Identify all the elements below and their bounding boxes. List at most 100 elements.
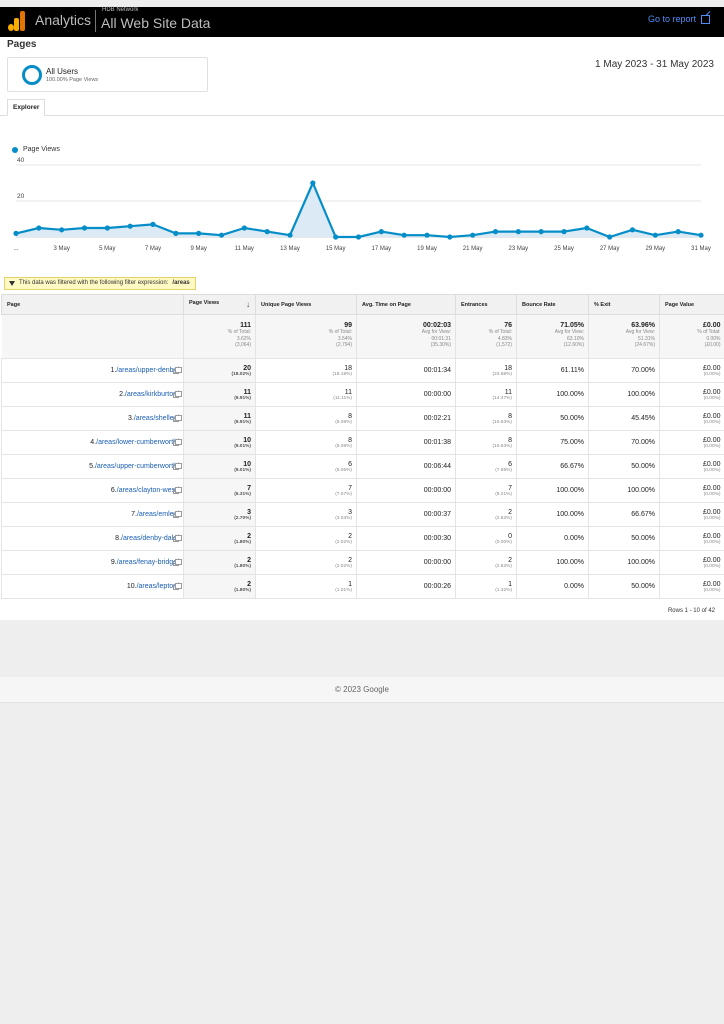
data-point — [287, 232, 293, 238]
data-point — [470, 232, 476, 238]
x-tick-label: 9 May — [190, 246, 206, 252]
data-table: Page Page Views ↓ Unique Page Views Avg. … — [1, 294, 724, 599]
row-index: 10. — [126, 583, 137, 590]
filter-icon — [9, 281, 15, 286]
legend-label: Page Views — [23, 146, 60, 153]
header-unique-page-views[interactable]: Unique Page Views — [255, 294, 357, 315]
x-tick-label: 23 May — [508, 246, 528, 252]
table-row: 4./areas/lower-cumberworth/10 (9.01%) 8 (8.… — [1, 430, 724, 455]
chart-legend: Page Views — [12, 146, 60, 153]
entrances-cell: 1 (1.32%) — [455, 574, 517, 599]
x-tick-label: 31 May — [691, 246, 711, 252]
data-point — [447, 234, 453, 240]
open-page-icon[interactable] — [173, 559, 182, 566]
entrances-cell: 2 (2.63%) — [455, 550, 517, 575]
header-exit[interactable]: % Exit — [588, 294, 660, 315]
go-to-report-link[interactable]: Go to report — [648, 14, 710, 24]
x-tick-label: 29 May — [645, 246, 665, 252]
page-link[interactable]: /areas/kirkburton/ — [124, 391, 179, 398]
series-area — [16, 183, 701, 237]
page-link[interactable]: /areas/upper-denby/ — [116, 367, 179, 374]
open-page-icon[interactable] — [173, 487, 182, 494]
total-page-value: £0.00% of Total: 0.00% (£0.00) — [659, 314, 724, 359]
page-link[interactable]: /areas/upper-cumberworth/ — [94, 463, 179, 470]
data-point — [561, 229, 567, 235]
data-point — [584, 225, 590, 231]
page-views-cell: 10 (9.01%) — [183, 454, 256, 479]
page-link[interactable]: /areas/fenay-bridge/ — [116, 559, 179, 566]
page-views-cell: 2 (1.80%) — [183, 550, 256, 575]
page-cell: 6./areas/clayton-west/ — [1, 478, 184, 503]
page-link[interactable]: /areas/emley/ — [136, 511, 179, 518]
unique-page-views-cell: 7 (7.07%) — [255, 478, 357, 503]
table-row: 2./areas/kirkburton/11 (9.91%) 11 (11.11%) 0… — [1, 382, 724, 407]
page-link[interactable]: /areas/lepton/ — [136, 583, 179, 590]
header-avg-time[interactable]: Avg. Time on Page — [356, 294, 456, 315]
divider — [95, 10, 96, 32]
table-row: 9./areas/fenay-bridge/2 (1.80%) 2 (2.02%) 00… — [1, 550, 724, 575]
header-bounce-rate[interactable]: Bounce Rate — [516, 294, 589, 315]
unique-page-views-cell: 2 (2.02%) — [255, 550, 357, 575]
x-tick-label: 11 May — [235, 246, 254, 252]
footer: © 2023 Google — [0, 677, 724, 703]
totals-row: 111% of Total: 3.62% (3,064) 99% of Total:… — [1, 314, 724, 359]
page-views-cell: 11 (9.91%) — [183, 406, 256, 431]
table-row: 6./areas/clayton-west/7 (6.31%) 7 (7.07%) 00… — [1, 478, 724, 503]
page-views-chart[interactable]: 40 20... 3 May 5 May 7 May 9 May 11 May 13 May 1… — [0, 157, 724, 257]
avg-time-cell: 00:00:37 — [356, 502, 456, 527]
open-page-icon[interactable] — [173, 583, 182, 590]
segment-card[interactable]: All Users 100.00% Page Views — [7, 57, 208, 92]
page-value-cell: £0.00 (0.00%) — [659, 526, 724, 551]
entrances-cell: 6 (7.89%) — [455, 454, 517, 479]
x-tick-label: 5 May — [99, 246, 115, 252]
x-tick-label: 25 May — [554, 246, 574, 252]
header-page-views[interactable]: Page Views ↓ — [183, 294, 256, 315]
bounce-rate-cell: 66.67% — [516, 454, 589, 479]
page-value-cell: £0.00 (0.00%) — [659, 502, 724, 527]
page-link[interactable]: /areas/clayton-west/ — [116, 487, 179, 494]
data-point — [59, 227, 65, 233]
bounce-rate-cell: 0.00% — [516, 526, 589, 551]
segment-ring-icon — [22, 65, 42, 85]
open-page-icon[interactable] — [173, 511, 182, 518]
page-link[interactable]: /areas/denby-dale/ — [121, 535, 179, 542]
open-page-icon[interactable] — [173, 391, 182, 398]
avg-time-cell: 00:02:21 — [356, 406, 456, 431]
open-page-icon[interactable] — [173, 415, 182, 422]
total-unique-page-views: 99% of Total: 3.54% (2,794) — [255, 314, 357, 359]
page-views-cell: 2 (1.80%) — [183, 574, 256, 599]
unique-page-views-cell: 6 (6.06%) — [255, 454, 357, 479]
page-cell: 5./areas/upper-cumberworth/ — [1, 454, 184, 479]
page-link[interactable]: /areas/lower-cumberworth/ — [96, 439, 179, 446]
page-link[interactable]: /areas/shelley/ — [133, 415, 179, 422]
open-page-icon[interactable] — [173, 535, 182, 542]
tab-explorer[interactable]: Explorer — [7, 99, 46, 116]
avg-time-cell: 00:00:00 — [356, 550, 456, 575]
account-name: HDB Network — [102, 7, 139, 13]
page-views-cell: 20 (18.02%) — [183, 358, 256, 383]
y-tick-label: 20 — [17, 193, 25, 200]
exit-cell: 50.00% — [588, 454, 660, 479]
bounce-rate-cell: 100.00% — [516, 478, 589, 503]
exit-cell: 66.67% — [588, 502, 660, 527]
x-tick-label: 13 May — [280, 246, 300, 252]
page-views-cell: 2 (1.80%) — [183, 526, 256, 551]
avg-time-cell: 00:01:38 — [356, 430, 456, 455]
app-name: Analytics — [35, 12, 92, 28]
data-point — [241, 225, 247, 231]
page-cell: 8./areas/denby-dale/ — [1, 526, 184, 551]
header-page[interactable]: Page — [1, 294, 184, 315]
header-entrances[interactable]: Entrances — [455, 294, 517, 315]
open-page-icon[interactable] — [173, 463, 182, 470]
analytics-logo-icon[interactable] — [8, 11, 26, 31]
data-point — [401, 232, 407, 238]
property-name[interactable]: All Web Site Data — [101, 15, 211, 31]
open-page-icon[interactable] — [173, 367, 182, 374]
page-views-cell: 10 (9.01%) — [183, 430, 256, 455]
row-index: 9. — [110, 559, 117, 566]
avg-time-cell: 00:06:44 — [356, 454, 456, 479]
open-page-icon[interactable] — [173, 439, 182, 446]
rows-info: Rows 1 - 10 of 42 — [667, 608, 715, 614]
date-range-picker[interactable]: 1 May 2023 - 31 May 2023 — [595, 59, 714, 70]
header-page-value[interactable]: Page Value — [659, 294, 724, 315]
